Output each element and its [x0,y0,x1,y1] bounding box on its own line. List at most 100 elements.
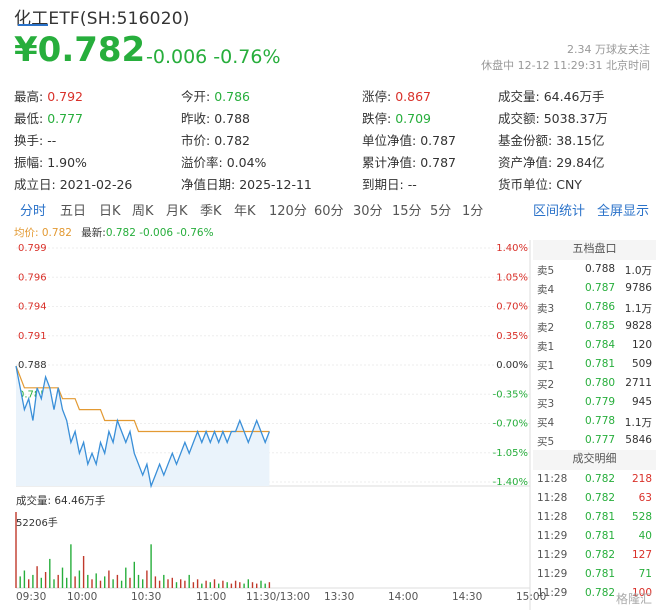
volume-bar [218,583,220,588]
trade-row: 11:28 0.782 218 [533,470,656,489]
trade-volume: 127 [631,549,652,561]
trade-volume: 63 [638,492,652,504]
quote-field: 到期日: -- [362,174,417,193]
orderbook-row: 卖5 0.788 1.0万 [533,260,656,279]
volume-bar [260,580,262,588]
orderbook-row: 买2 0.780 2711 [533,374,656,393]
orderbook-side: 卖1 [537,341,555,353]
quote-value: -- [407,177,417,192]
time-tick-label: 13:30 [324,591,354,603]
volume-bar [226,582,228,588]
last-price-legend: 0.782 -0.006 -0.76% [105,227,214,239]
quote-value: 0.782 [214,133,251,148]
trade-row: 11:29 0.782 127 [533,546,656,565]
quote-label: 成交额: [498,111,540,126]
quote-value: 38.15亿 [556,133,605,148]
volume-bar [23,570,26,588]
tab-period[interactable]: 30分 [353,204,383,219]
quote-value: 1.90% [47,155,87,170]
tab-period[interactable]: 1分 [462,204,484,219]
orderbook-side: 卖4 [537,284,555,296]
tab-period[interactable]: 分时 [20,204,47,219]
tab-period[interactable]: 日K [99,204,121,219]
orderbook-side: 买5 [537,436,555,448]
tab-period[interactable]: 周K [132,204,154,219]
trade-row: 11:29 0.782 100 [533,584,656,603]
page-title: 化工ETF(SH:516020) [14,9,190,29]
volume-bar [53,579,55,588]
volume-bar [196,579,199,588]
quote-label: 资产净值: [498,155,553,170]
chart-legend: 均价: 0.782 最新:0.782 -0.006 -0.76% [14,225,214,240]
trade-time: 11:29 [537,587,568,599]
price-area [16,366,270,486]
quote-label: 今开: [181,89,211,104]
volume-bar [268,582,271,588]
tab-period[interactable]: 15分 [392,204,422,219]
quote-label: 货币单位: [498,177,553,192]
watermark-logo: 格隆汇 [615,592,652,606]
volume-bar [44,572,47,588]
volume-bar [57,574,59,588]
quote-value: 0.787 [420,133,457,148]
volume-bar [234,580,237,588]
trade-time: 11:29 [537,530,568,542]
trade-price: 0.782 [585,549,616,561]
quote-label: 到期日: [362,177,404,192]
volume-bar [239,582,241,588]
quote-value: 0.867 [395,89,432,104]
quote-field: 基金份额: 38.15亿 [498,130,605,149]
quote-value: 64.46万手 [543,89,605,104]
trade-volume: 40 [638,530,652,542]
tab-period[interactable]: 60分 [314,204,344,219]
pct-tick-label: -1.05% [493,448,528,459]
trades-title: 成交明细 [533,450,656,470]
orderbook-side: 买4 [537,417,555,429]
tab-period[interactable]: 月K [166,204,188,219]
orderbook-row: 买4 0.778 1.1万 [533,412,656,431]
range-stats-button[interactable]: 区间统计 [533,204,586,219]
quote-label: 跌停: [362,111,392,126]
orderbook-row: 卖2 0.785 9828 [533,317,656,336]
pct-tick-label: 1.05% [496,272,528,283]
quote-field: 成交额: 5038.37万 [498,108,608,127]
tab-period[interactable]: 季K [200,204,222,219]
volume-bar [201,583,203,588]
orderbook-side: 卖3 [537,303,555,315]
quote-label: 净值日期: [181,177,236,192]
volume-bar [256,583,258,588]
time-tick-label: 14:00 [388,591,418,603]
y-tick-label: 0.788 [18,360,47,371]
orderbook-price: 0.779 [585,396,616,408]
quote-value: CNY [556,177,582,192]
orderbook-price: 0.780 [585,377,616,389]
orderbook-volume: 509 [631,358,652,370]
volume-bar [184,580,186,588]
tab-period[interactable]: 五日 [60,204,87,219]
quote-label: 溢价率: [181,155,223,170]
trade-price: 0.781 [585,568,616,580]
quote-label: 振幅: [14,155,44,170]
volume-bar [19,576,21,588]
volume-bar [163,574,165,588]
volume-bar [230,583,233,588]
volume-bar [142,579,144,588]
quote-field: 市价: 0.782 [181,130,250,149]
fullscreen-button[interactable]: 全屏显示 [597,204,650,219]
volume-bar [137,574,140,588]
tab-period[interactable]: 120分 [269,204,307,219]
volume-bar [82,556,85,588]
quote-label: 累计净值: [362,155,417,170]
quote-field: 昨收: 0.788 [181,108,250,127]
orderbook-title: 五档盘口 [533,240,656,260]
quote-field: 今开: 0.786 [181,86,250,105]
tab-period[interactable]: 5分 [430,204,452,219]
trade-time: 11:29 [537,568,568,580]
volume-bar [213,579,216,588]
pct-tick-label: 0.35% [496,331,528,342]
tab-period[interactable]: 年K [234,204,256,219]
quote-label: 成交量: [498,89,540,104]
trade-price: 0.781 [585,530,616,542]
trade-time: 11:28 [537,492,568,504]
